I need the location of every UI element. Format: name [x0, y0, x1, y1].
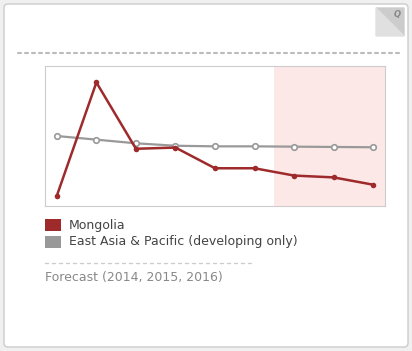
Polygon shape [376, 8, 404, 36]
Bar [274, 66, 385, 206]
Bar [45, 236, 61, 248]
Polygon shape [376, 8, 404, 36]
Text: East Asia & Pacific (developing only): East Asia & Pacific (developing only) [69, 236, 297, 249]
Text: Forecast (2014, 2015, 2016): Forecast (2014, 2015, 2016) [45, 271, 223, 284]
FancyBboxPatch shape [4, 4, 408, 347]
Text: Q: Q [393, 9, 400, 19]
Text: Mongolia: Mongolia [69, 219, 126, 232]
Bar [45, 219, 61, 231]
